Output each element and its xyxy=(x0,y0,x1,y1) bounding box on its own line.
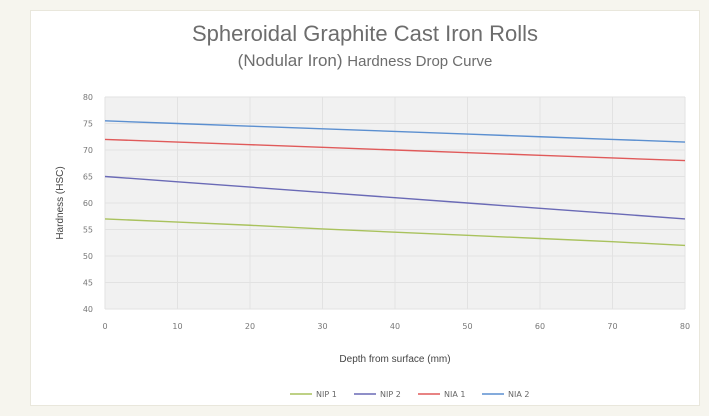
x-tick-label: 50 xyxy=(462,322,472,331)
x-tick-label: 20 xyxy=(245,322,255,331)
x-tick-label: 60 xyxy=(535,322,545,331)
y-tick-label: 70 xyxy=(83,146,93,155)
legend-label: NIP 1 xyxy=(316,390,337,399)
y-tick-label: 65 xyxy=(83,173,93,182)
x-axis-label: Depth from surface (mm) xyxy=(339,354,450,365)
legend-item: NIP 1 xyxy=(290,390,337,399)
series-line-nip-2 xyxy=(104,175,686,220)
hardness-line-chart: 40 45 50 55 60 65 70 75 80 0 10 20 30 40 50 60 70 80 Har… xyxy=(55,93,690,399)
legend-label: NIA 2 xyxy=(508,390,529,399)
series-line-nia-1 xyxy=(104,138,686,162)
legend-item: NIP 2 xyxy=(354,390,401,399)
x-tick-label: 40 xyxy=(390,322,400,331)
y-tick-label: 60 xyxy=(83,199,93,208)
legend-item: NIA 1 xyxy=(418,390,465,399)
x-tick-label: 70 xyxy=(607,322,617,331)
chart-card: Spheroidal Graphite Cast Iron Rolls (Nod… xyxy=(30,10,700,406)
y-tick-label: 75 xyxy=(83,120,93,129)
y-tick-label: 45 xyxy=(83,279,93,288)
chart-title-line2: (Nodular Iron) Hardness Drop Curve xyxy=(31,51,699,71)
chart-title-line1: Spheroidal Graphite Cast Iron Rolls xyxy=(191,21,539,46)
x-tick-label: 30 xyxy=(317,322,327,331)
y-tick-label: 50 xyxy=(83,252,93,261)
y-tick-label: 80 xyxy=(83,93,93,102)
x-tick-label: 0 xyxy=(102,322,107,331)
y-tick-label: 40 xyxy=(83,305,93,314)
series-line-nia-2 xyxy=(104,120,686,143)
series-line-nip-1 xyxy=(104,218,686,247)
legend-label: NIP 2 xyxy=(380,390,401,399)
x-tick-label: 10 xyxy=(172,322,182,331)
y-tick-label: 55 xyxy=(83,226,93,235)
x-tick-label: 80 xyxy=(680,322,690,331)
y-axis-label: Hardness (HSC) xyxy=(55,166,66,239)
legend-item: NIA 2 xyxy=(482,390,529,399)
chart-title-line2-part2: Hardness Drop Curve xyxy=(347,53,493,70)
chart-title-line2-part1: (Nodular Iron) xyxy=(237,51,343,70)
legend-label: NIA 1 xyxy=(444,390,465,399)
